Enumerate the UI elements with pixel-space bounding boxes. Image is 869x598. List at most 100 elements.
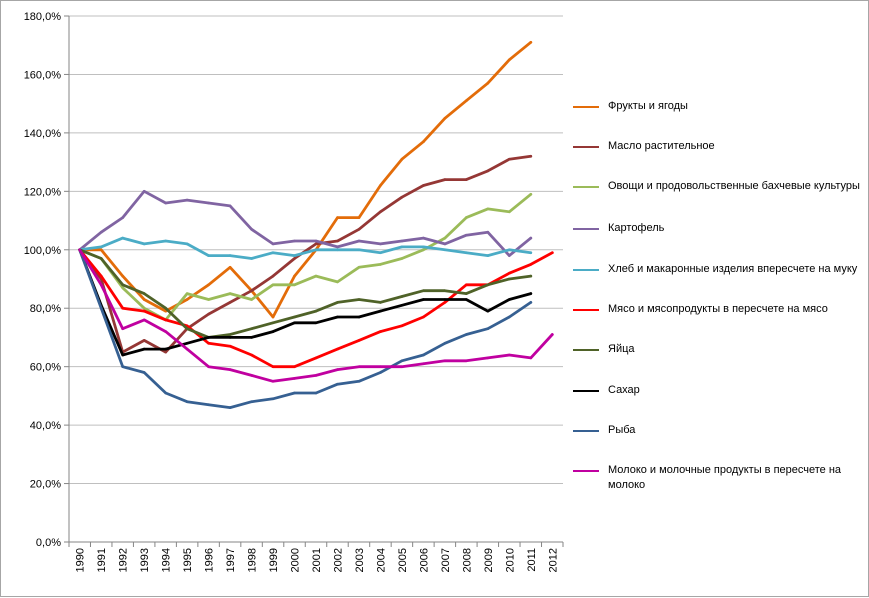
data-point: [142, 371, 146, 374]
data-point: [443, 236, 447, 240]
data-point: [207, 365, 210, 369]
y-tick-label: 140,0%: [24, 128, 62, 140]
legend-swatch: [573, 186, 599, 188]
data-point: [486, 81, 490, 85]
data-point: [78, 248, 81, 252]
data-point: [207, 254, 210, 257]
data-point: [271, 283, 275, 287]
y-tick-label: 0,0%: [36, 537, 61, 549]
x-tick-label: 2003: [354, 548, 366, 572]
x-tick-label: 2004: [375, 548, 387, 572]
data-point: [465, 99, 468, 102]
x-tick-label: 2008: [461, 548, 473, 572]
data-point: [142, 309, 146, 313]
legend-swatch: [573, 228, 599, 230]
data-point: [508, 315, 511, 319]
data-point: [486, 207, 490, 211]
data-point: [465, 333, 468, 336]
data-point: [422, 140, 425, 143]
data-point: [529, 263, 533, 266]
data-point: [400, 245, 404, 249]
x-tick-label: 2005: [397, 548, 409, 572]
data-point: [142, 347, 146, 351]
x-tick-label: 2006: [418, 548, 430, 572]
legend-label: Мясо и мясопродукты в пересчете на мясо: [608, 303, 828, 315]
legend-label: Картофель: [608, 222, 665, 234]
data-point: [250, 374, 253, 377]
data-point: [271, 274, 275, 278]
data-point: [142, 190, 146, 193]
series-line-0: [78, 40, 533, 319]
data-point: [336, 248, 339, 252]
x-tick-label: 2000: [290, 548, 302, 572]
data-point: [400, 157, 404, 161]
data-point: [443, 178, 447, 181]
data-point: [379, 184, 382, 187]
data-point: [293, 239, 296, 243]
data-point: [529, 251, 533, 254]
data-point: [400, 257, 404, 260]
data-point: [486, 230, 490, 234]
data-point: [207, 312, 210, 316]
data-point: [357, 339, 361, 342]
data-point: [185, 242, 189, 246]
data-point: [99, 306, 103, 310]
data-point: [121, 236, 124, 240]
x-tick-label: 1998: [247, 548, 259, 572]
legend-label: Фрукты и ягоды: [608, 100, 688, 112]
data-point: [185, 327, 189, 331]
data-point: [271, 330, 275, 333]
data-point: [486, 327, 490, 331]
data-point: [443, 359, 447, 363]
data-point: [465, 251, 468, 254]
data-point: [228, 254, 232, 257]
data-point: [164, 306, 167, 310]
data-point: [529, 236, 533, 240]
data-point: [379, 251, 382, 254]
data-point: [164, 391, 167, 395]
data-point: [422, 184, 425, 187]
data-point: [508, 298, 511, 301]
y-tick-label: 160,0%: [24, 69, 62, 81]
data-point: [99, 230, 103, 234]
data-point: [551, 333, 554, 336]
legend-swatch: [573, 390, 599, 392]
data-point: [336, 315, 339, 319]
data-point: [357, 216, 361, 219]
data-point: [250, 353, 253, 357]
data-point: [465, 283, 468, 287]
legend-swatch: [573, 106, 599, 108]
data-point: [422, 362, 425, 366]
data-point: [207, 403, 210, 407]
data-point: [228, 344, 232, 348]
data-point: [357, 315, 361, 319]
data-point: [336, 382, 339, 386]
data-point: [121, 327, 124, 331]
data-point: [99, 283, 103, 287]
data-point: [357, 228, 361, 231]
data-point: [443, 117, 447, 120]
data-point: [357, 266, 361, 269]
data-point: [99, 274, 103, 278]
x-tick-label: 1993: [139, 548, 151, 572]
data-point: [293, 377, 296, 380]
data-point: [142, 242, 146, 246]
data-point: [164, 239, 167, 243]
data-point: [529, 301, 533, 304]
data-point: [379, 330, 382, 333]
data-point: [99, 248, 103, 252]
data-point: [422, 353, 425, 357]
data-point: [508, 248, 511, 252]
data-point: [121, 353, 124, 357]
data-point: [551, 251, 554, 254]
series-line-3: [78, 189, 533, 258]
data-point: [293, 283, 296, 287]
data-point: [271, 242, 275, 246]
data-point: [314, 391, 318, 395]
data-point: [336, 368, 339, 371]
data-point: [422, 298, 425, 301]
data-point: [336, 347, 339, 351]
data-point: [207, 342, 210, 345]
data-point: [379, 242, 382, 246]
